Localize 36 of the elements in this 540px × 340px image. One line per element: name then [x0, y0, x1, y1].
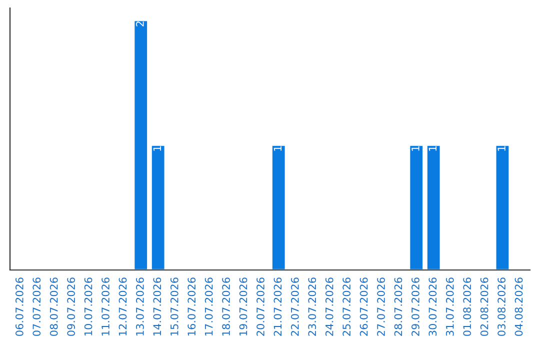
x-tick-label: 13.07.2026 [136, 278, 144, 336]
x-tick-label: 01.08.2026 [463, 278, 472, 336]
x-tick-label: 06.07.2026 [15, 278, 24, 336]
x-tick-label: 08.07.2026 [50, 278, 58, 336]
x-tick-label: 09.07.2026 [67, 278, 76, 336]
x-tick-label: 04.08.2026 [514, 278, 523, 336]
x-tick-label: 10.07.2026 [84, 278, 92, 336]
x-tick-label: 21.07.2026 [274, 278, 282, 336]
x-tick-label: 11.07.2026 [102, 278, 110, 336]
x-tick-label: 19.07.2026 [239, 278, 248, 336]
x-tick-label: 30.07.2026 [428, 278, 437, 336]
x-tick-label: 17.07.2026 [204, 278, 213, 336]
x-tick-label: 02.08.2026 [480, 278, 488, 336]
x-tick-label: 23.07.2026 [308, 278, 316, 336]
x-tick-label: 28.07.2026 [394, 278, 402, 336]
x-tick-label: 14.07.2026 [153, 278, 162, 336]
x-tick-label: 20.07.2026 [256, 278, 264, 336]
x-tick-label: 07.07.2026 [32, 278, 41, 336]
x-tick-label: 18.07.2026 [222, 278, 230, 336]
x-tick-label: 16.07.2026 [188, 278, 196, 336]
data-label: 1 [412, 146, 420, 151]
x-tick-label: 29.07.2026 [412, 278, 420, 336]
data-label: 2 [136, 22, 144, 26]
x-tick-label: 15.07.2026 [170, 278, 178, 336]
x-tick-label: 31.07.2026 [446, 278, 454, 336]
x-tick-label: 24.07.2026 [325, 278, 334, 336]
data-label: 1 [274, 146, 282, 151]
x-tick-label: 12.07.2026 [118, 278, 127, 336]
x-tick-label: 03.08.2026 [498, 278, 506, 336]
data-label: 1 [153, 146, 161, 151]
data-label: 1 [498, 146, 506, 151]
x-tick-label: 25.07.2026 [342, 278, 351, 336]
x-tick-label: 27.07.2026 [377, 278, 385, 336]
data-label: 1 [428, 146, 436, 151]
x-tick-label: 22.07.2026 [290, 278, 299, 336]
x-tick-label: 26.07.2026 [360, 278, 368, 336]
